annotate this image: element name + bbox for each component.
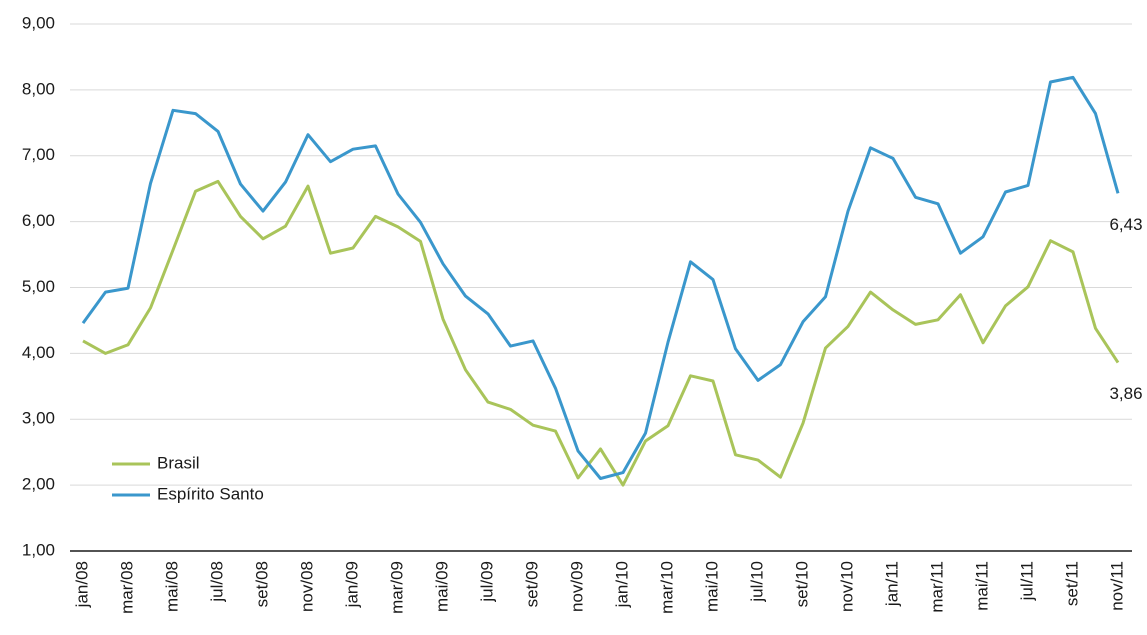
y-tick-label: 2,00 (22, 475, 55, 494)
x-tick-label: jan/11 (882, 561, 901, 607)
x-tick-label: mai/08 (162, 561, 181, 612)
y-tick-label: 3,00 (22, 409, 55, 428)
y-tick-label: 8,00 (22, 79, 55, 98)
x-tick-label: mai/11 (972, 561, 991, 611)
x-tick-label: mai/09 (432, 561, 451, 612)
x-tick-label: set/10 (792, 561, 811, 607)
series-line (81, 75, 1120, 480)
y-tick-label: 4,00 (22, 343, 55, 362)
x-tick-label: nov/09 (567, 561, 586, 612)
legend-label: Espírito Santo (157, 484, 264, 503)
x-tick-label: jan/09 (342, 561, 361, 608)
series-line (82, 179, 1120, 487)
x-tick-label: jan/10 (612, 561, 631, 608)
x-tick-label: nov/11 (1107, 561, 1126, 611)
x-tick-label: nov/10 (837, 561, 856, 612)
x-tick-label: mai/10 (702, 561, 721, 612)
x-tick-label: mar/10 (657, 561, 676, 614)
x-tick-label: jul/08 (207, 561, 226, 603)
x-tick-label: jul/10 (747, 561, 766, 603)
x-tick-label: nov/08 (297, 561, 316, 612)
x-tick-label: jan/08 (72, 561, 91, 608)
x-tick-label: set/09 (522, 561, 541, 607)
x-tick-label: jul/09 (477, 561, 496, 603)
y-tick-label: 5,00 (22, 277, 55, 296)
data-label: 3,86 (1109, 384, 1142, 403)
x-tick-label: set/08 (252, 561, 271, 607)
legend-label: Brasil (157, 453, 200, 472)
y-tick-label: 6,00 (22, 211, 55, 230)
x-tick-label: jul/11 (1017, 561, 1036, 601)
y-tick-label: 9,00 (22, 13, 55, 32)
data-label: 6,43 (1109, 215, 1142, 234)
y-tick-label: 7,00 (22, 145, 55, 164)
y-tick-label: 1,00 (22, 540, 55, 559)
x-tick-label: mar/11 (927, 561, 946, 613)
x-tick-label: mar/09 (387, 561, 406, 614)
x-tick-label: set/11 (1062, 561, 1081, 606)
x-tick-label: mar/08 (117, 561, 136, 614)
